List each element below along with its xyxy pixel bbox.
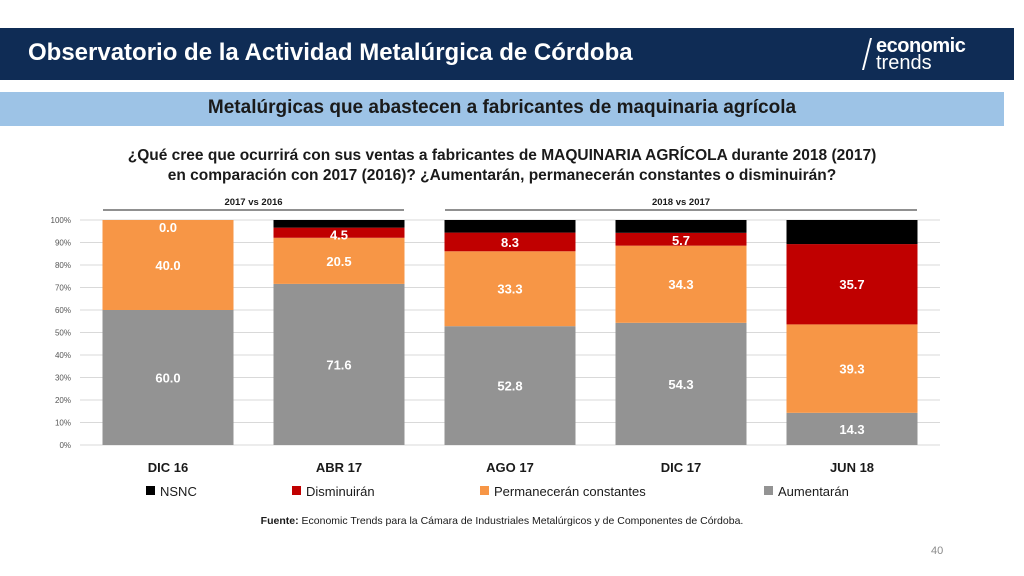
source-label: Fuente: bbox=[260, 515, 299, 527]
data-label: 4.5 bbox=[330, 228, 348, 243]
x-category-label: DIC 17 bbox=[661, 460, 701, 475]
data-label: 14.3 bbox=[839, 422, 864, 437]
x-category-label: AGO 17 bbox=[486, 460, 534, 475]
page-number: 40 bbox=[931, 545, 944, 557]
data-label: 35.7 bbox=[839, 277, 864, 292]
header-bar: Observatorio de la Actividad Metalúrgica… bbox=[0, 28, 1014, 80]
data-label: 5.7 bbox=[672, 233, 690, 248]
data-label: 60.0 bbox=[155, 371, 180, 386]
bar-segment bbox=[102, 220, 234, 310]
group-label: 2018 vs 2017 bbox=[652, 197, 710, 208]
bar-segment bbox=[786, 220, 918, 245]
bar-segment bbox=[786, 412, 918, 445]
group-label: 2017 vs 2016 bbox=[224, 197, 282, 208]
data-label: 52.8 bbox=[497, 379, 522, 394]
legend-swatch bbox=[146, 486, 155, 495]
y-tick-label: 30% bbox=[55, 374, 71, 383]
x-category-label: ABR 17 bbox=[316, 460, 362, 475]
y-tick-label: 20% bbox=[55, 396, 71, 405]
data-label: 20.5 bbox=[326, 254, 351, 269]
data-label: 40.0 bbox=[155, 258, 180, 273]
source-text: Economic Trends para la Cámara de Indust… bbox=[298, 515, 744, 527]
data-label: 8.3 bbox=[501, 235, 519, 250]
bar-segment bbox=[273, 237, 405, 284]
x-category-label: DIC 16 bbox=[148, 460, 188, 475]
legend-label: Disminuirán bbox=[306, 484, 375, 499]
y-tick-label: 60% bbox=[55, 306, 71, 315]
y-tick-label: 90% bbox=[55, 239, 71, 248]
bar-segment bbox=[273, 227, 405, 238]
y-tick-label: 10% bbox=[55, 419, 71, 428]
bar-segment bbox=[273, 283, 405, 445]
section-subtitle-bar: Metalúrgicas que abastecen a fabricantes… bbox=[0, 92, 1004, 126]
y-tick-label: 50% bbox=[55, 329, 71, 338]
y-tick-label: 80% bbox=[55, 261, 71, 270]
bar-segment bbox=[444, 326, 576, 445]
bar-segment bbox=[615, 322, 747, 445]
y-tick-label: 40% bbox=[55, 351, 71, 360]
source-note: Fuente: Economic Trends para la Cámara d… bbox=[0, 515, 1004, 527]
data-label: 71.6 bbox=[326, 357, 351, 372]
y-tick-label: 0% bbox=[59, 441, 71, 450]
y-tick-label: 70% bbox=[55, 284, 71, 293]
page-title: Observatorio de la Actividad Metalúrgica… bbox=[28, 39, 633, 66]
data-label: 0.0 bbox=[159, 220, 177, 235]
legend-label: Permanecerán constantes bbox=[494, 484, 646, 499]
logo-text-trends: trends bbox=[876, 52, 932, 74]
legend-swatch bbox=[764, 486, 773, 495]
section-subtitle: Metalúrgicas que abastecen a fabricantes… bbox=[207, 97, 797, 118]
bar-segment bbox=[444, 232, 576, 252]
data-label: 39.3 bbox=[839, 362, 864, 377]
survey-question: ¿Qué cree que ocurrirá con sus ventas a … bbox=[0, 146, 1004, 186]
survey-question-line-1: ¿Qué cree que ocurrirá con sus ventas a … bbox=[127, 147, 877, 164]
bar-segment bbox=[444, 251, 576, 327]
data-label: 34.3 bbox=[668, 277, 693, 292]
bar-segment bbox=[786, 244, 918, 325]
legend-label: NSNC bbox=[160, 484, 197, 499]
economic-trends-logo: economic trends bbox=[862, 34, 1002, 74]
bar-segment bbox=[615, 220, 747, 233]
survey-question-line-2: en comparación con 2017 (2016)? ¿Aumenta… bbox=[167, 167, 837, 184]
bar-segment bbox=[102, 310, 234, 445]
bar-segment bbox=[615, 245, 747, 323]
legend-label: Aumentarán bbox=[778, 484, 849, 499]
legend-swatch bbox=[292, 486, 301, 495]
bar-segment bbox=[444, 220, 576, 233]
bar-segment bbox=[273, 220, 405, 228]
y-tick-label: 100% bbox=[51, 216, 71, 225]
x-category-label: JUN 18 bbox=[830, 460, 874, 475]
bar-segment bbox=[615, 232, 747, 246]
bar-segment bbox=[786, 324, 918, 413]
logo-text-economic: economic bbox=[876, 35, 966, 57]
data-label: 33.3 bbox=[497, 282, 522, 297]
data-label: 54.3 bbox=[668, 377, 693, 392]
legend-swatch bbox=[480, 486, 489, 495]
